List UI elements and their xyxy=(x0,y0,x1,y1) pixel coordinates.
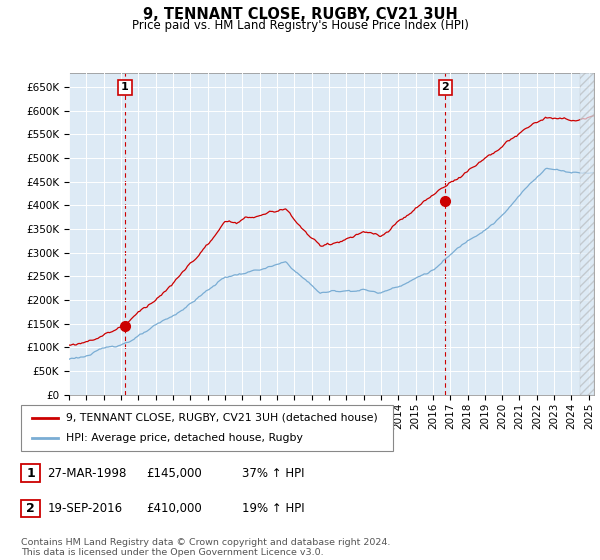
Text: 19% ↑ HPI: 19% ↑ HPI xyxy=(242,502,305,515)
Text: 1: 1 xyxy=(26,466,35,480)
Bar xyxy=(21,500,40,517)
Text: 9, TENNANT CLOSE, RUGBY, CV21 3UH: 9, TENNANT CLOSE, RUGBY, CV21 3UH xyxy=(143,7,457,22)
Text: 19-SEP-2016: 19-SEP-2016 xyxy=(47,502,122,515)
Text: 37% ↑ HPI: 37% ↑ HPI xyxy=(242,466,305,480)
Text: 9, TENNANT CLOSE, RUGBY, CV21 3UH (detached house): 9, TENNANT CLOSE, RUGBY, CV21 3UH (detac… xyxy=(65,413,377,423)
FancyBboxPatch shape xyxy=(21,405,393,451)
Text: 2: 2 xyxy=(442,82,449,92)
Text: Price paid vs. HM Land Registry's House Price Index (HPI): Price paid vs. HM Land Registry's House … xyxy=(131,19,469,32)
Bar xyxy=(21,464,40,482)
Text: 27-MAR-1998: 27-MAR-1998 xyxy=(47,466,127,480)
Text: £410,000: £410,000 xyxy=(146,502,202,515)
Text: HPI: Average price, detached house, Rugby: HPI: Average price, detached house, Rugb… xyxy=(65,433,302,444)
Text: Contains HM Land Registry data © Crown copyright and database right 2024.
This d: Contains HM Land Registry data © Crown c… xyxy=(21,538,391,557)
Text: £145,000: £145,000 xyxy=(146,466,202,480)
Text: 1: 1 xyxy=(121,82,129,92)
Text: 2: 2 xyxy=(26,502,35,515)
